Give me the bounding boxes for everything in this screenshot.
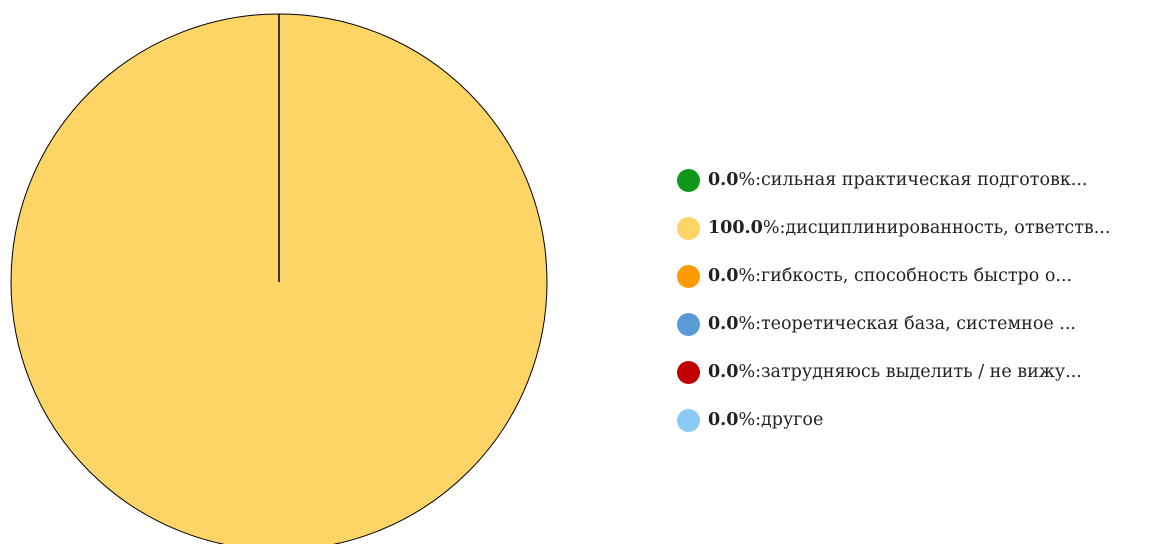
legend-item: 0.0%: затрудняюсь выделить / не вижу... (677, 348, 1159, 396)
legend-swatch (677, 408, 700, 432)
legend-percent: 100.0 (708, 218, 763, 238)
legend-percent-suffix: %: (738, 410, 761, 430)
legend-item: 0.0%: гибкость, способность быстро о... (677, 252, 1159, 300)
legend-item: 100.0%: дисциплинированность, ответств..… (677, 204, 1159, 252)
legend-label: дисциплинированность, ответств... (785, 218, 1111, 238)
legend-label: затрудняюсь выделить / не вижу... (760, 362, 1082, 382)
legend-item: 0.0%: сильная практическая подготовк... (677, 156, 1159, 204)
legend-percent: 0.0 (708, 314, 739, 334)
legend-swatch (677, 264, 700, 288)
legend-label: сильная практическая подготовк... (760, 170, 1088, 190)
legend-percent-suffix: %: (738, 314, 761, 334)
legend-percent-suffix: %: (738, 170, 761, 190)
legend-swatch (677, 168, 700, 192)
legend-percent: 0.0 (708, 266, 739, 286)
legend-percent: 0.0 (708, 170, 739, 190)
legend-percent: 0.0 (708, 410, 739, 430)
legend: 0.0%: сильная практическая подготовк... 1… (677, 156, 1159, 444)
legend-label: теоретическая база, системное ... (760, 314, 1076, 334)
legend-label: гибкость, способность быстро о... (760, 266, 1073, 286)
legend-label: другое (760, 410, 824, 430)
legend-percent-suffix: %: (738, 266, 761, 286)
legend-percent: 0.0 (708, 362, 739, 382)
legend-item: 0.0%: другое (677, 396, 1159, 444)
legend-swatch (677, 216, 700, 240)
pie-plot (10, 13, 548, 544)
legend-percent-suffix: %: (762, 218, 786, 238)
legend-swatch (677, 312, 700, 336)
legend-percent-suffix: %: (738, 362, 761, 382)
legend-swatch (677, 360, 700, 384)
legend-item: 0.0%: теоретическая база, системное ... (677, 300, 1159, 348)
